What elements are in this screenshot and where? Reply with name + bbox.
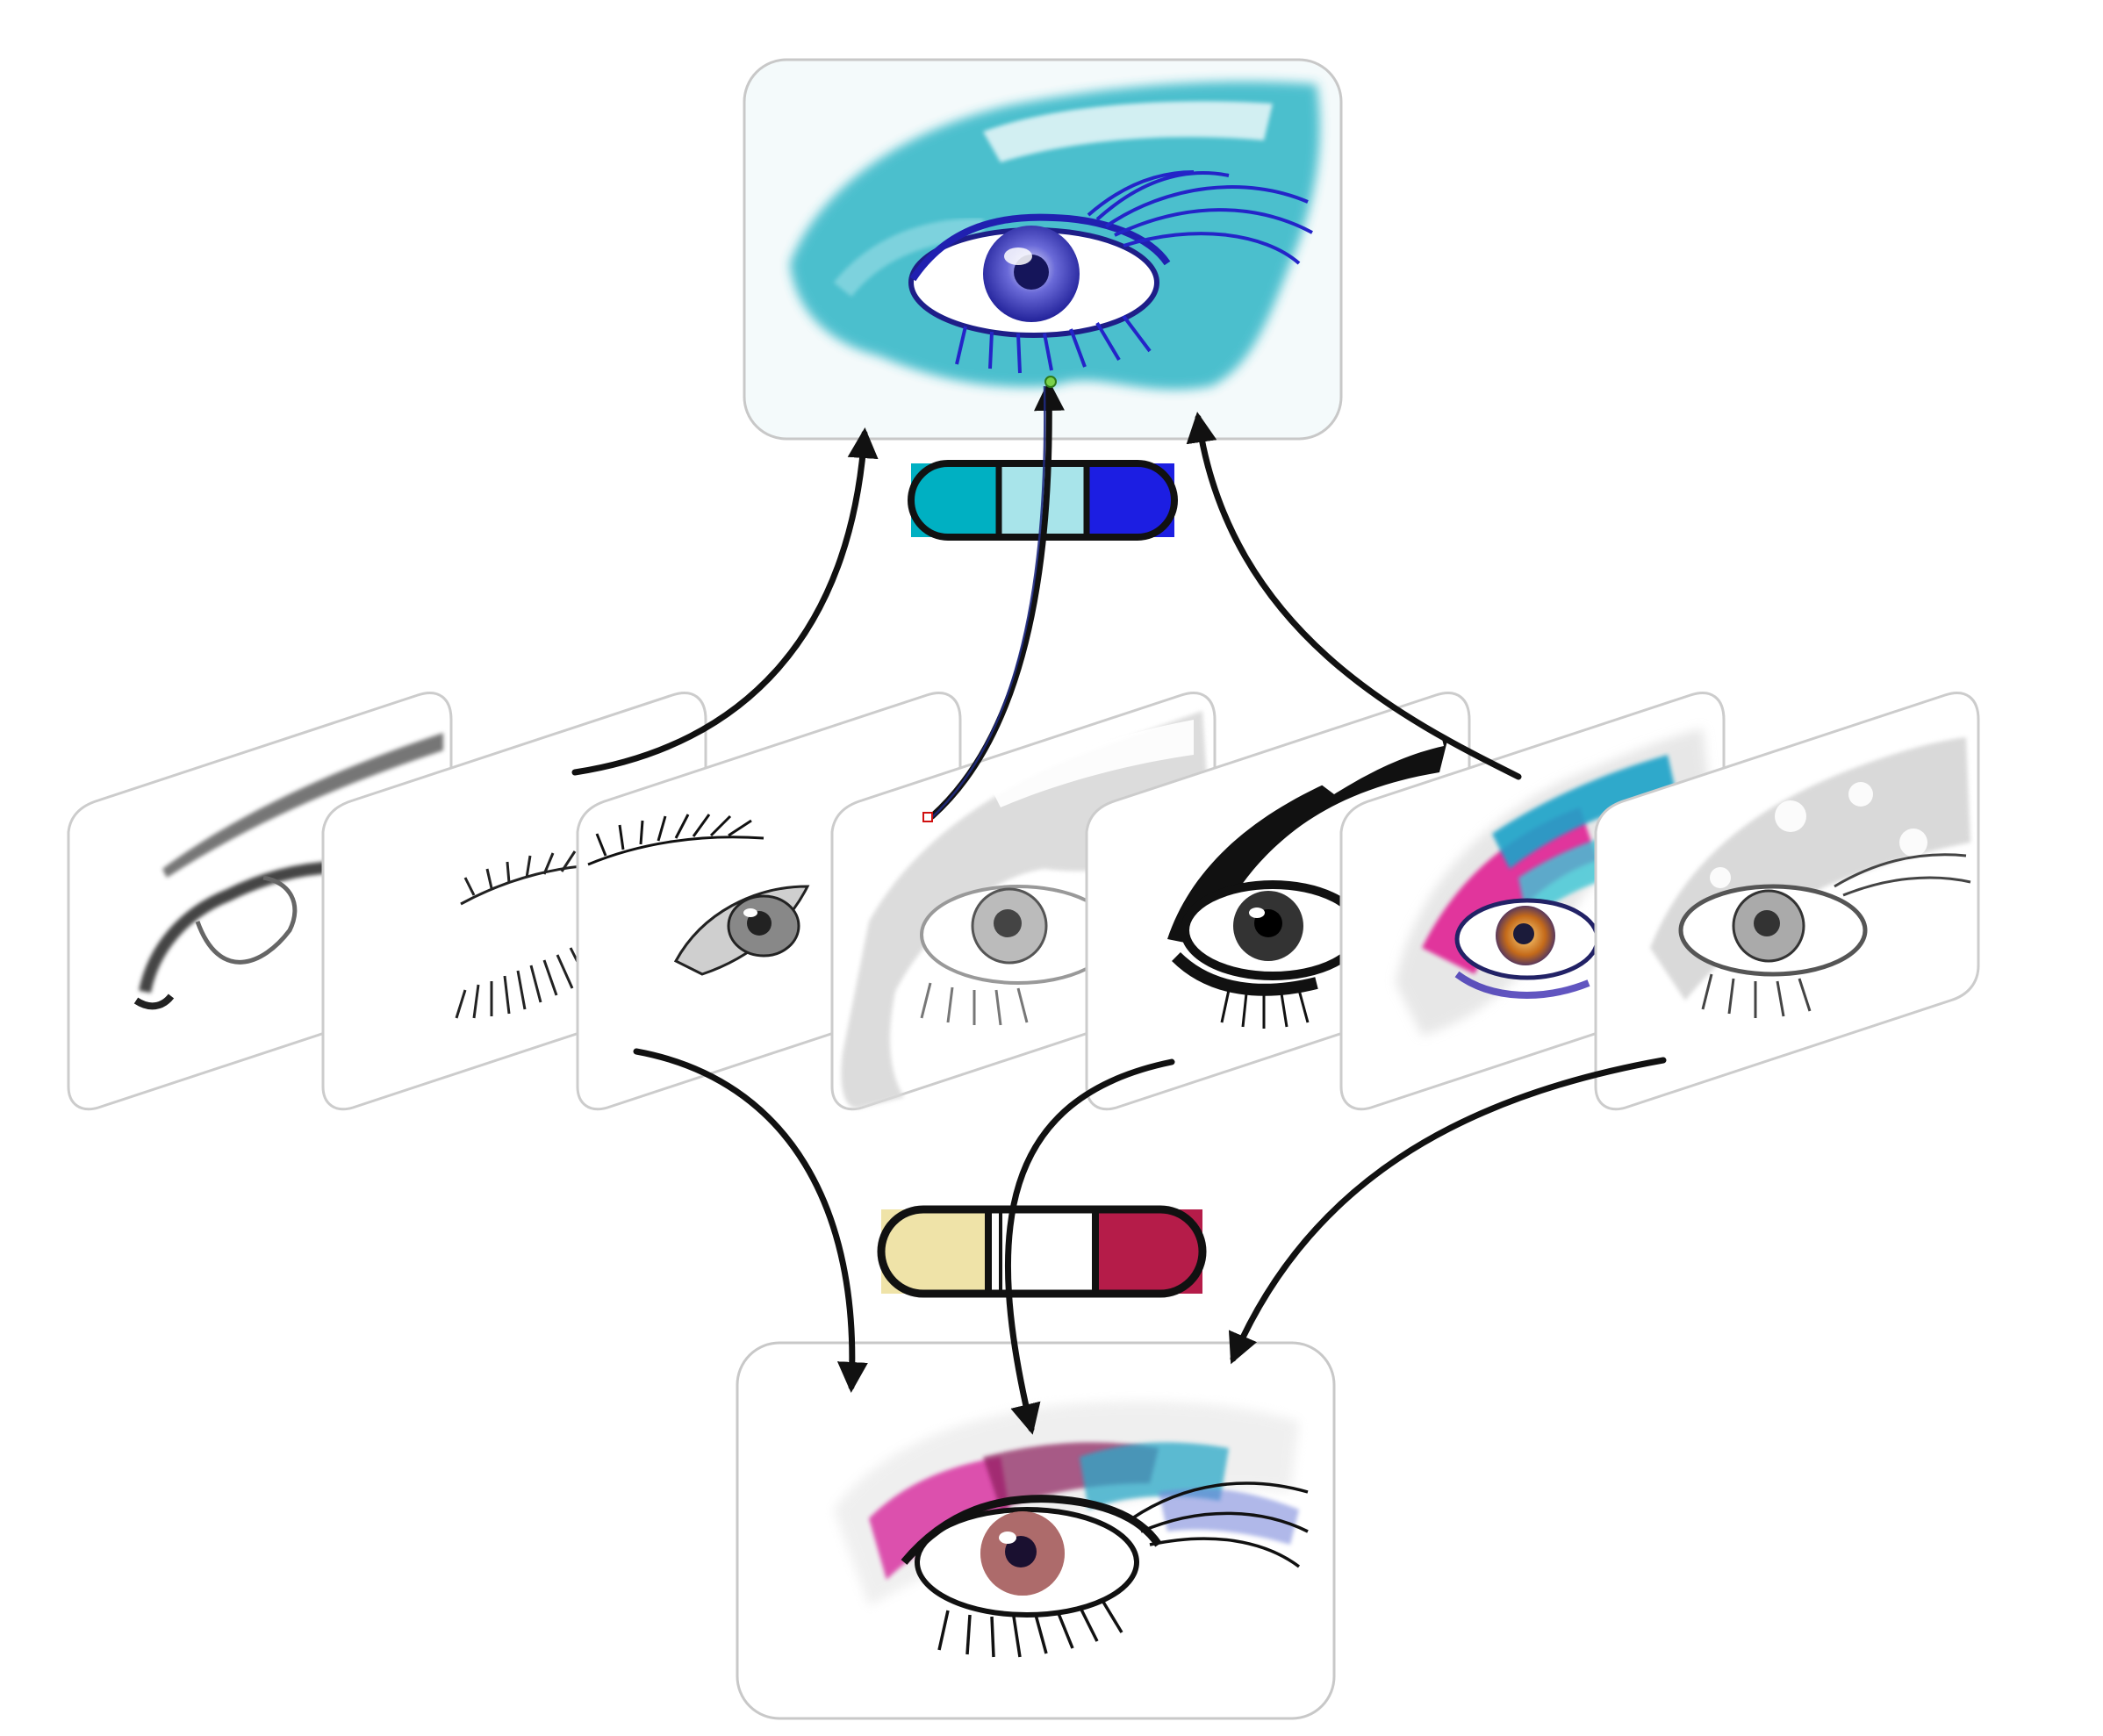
teal-watercolor-eye [790, 81, 1320, 390]
arrow-iris-to-bottom [633, 1048, 868, 1393]
multicolor-watercolor-eye [834, 1401, 1309, 1658]
palette-swatch-cream [881, 1209, 988, 1294]
selection-handle-green [1044, 376, 1057, 388]
palette-swatch-white [988, 1209, 1095, 1294]
selection-handle-red [922, 812, 933, 822]
palette-swatch-crimson [1095, 1209, 1202, 1294]
arrow-splash-to-top [1186, 412, 1522, 780]
bottom-composite-panel [736, 1341, 1336, 1720]
top-composite-panel [743, 58, 1343, 441]
gray-texture-layer [1594, 692, 1980, 1111]
arrow-eyelash-to-top [571, 427, 879, 776]
accent-line [928, 385, 1046, 821]
layer-stack [67, 692, 1980, 1111]
connector-arrows [571, 380, 1667, 1435]
arrow-texture-to-bottom [1228, 1057, 1667, 1365]
bottom-color-palette [877, 1205, 1207, 1298]
palette-swatch-blue [1087, 463, 1174, 537]
palette-swatch-teal [911, 463, 999, 537]
arrow-ink-to-bottom [1005, 1058, 1175, 1435]
